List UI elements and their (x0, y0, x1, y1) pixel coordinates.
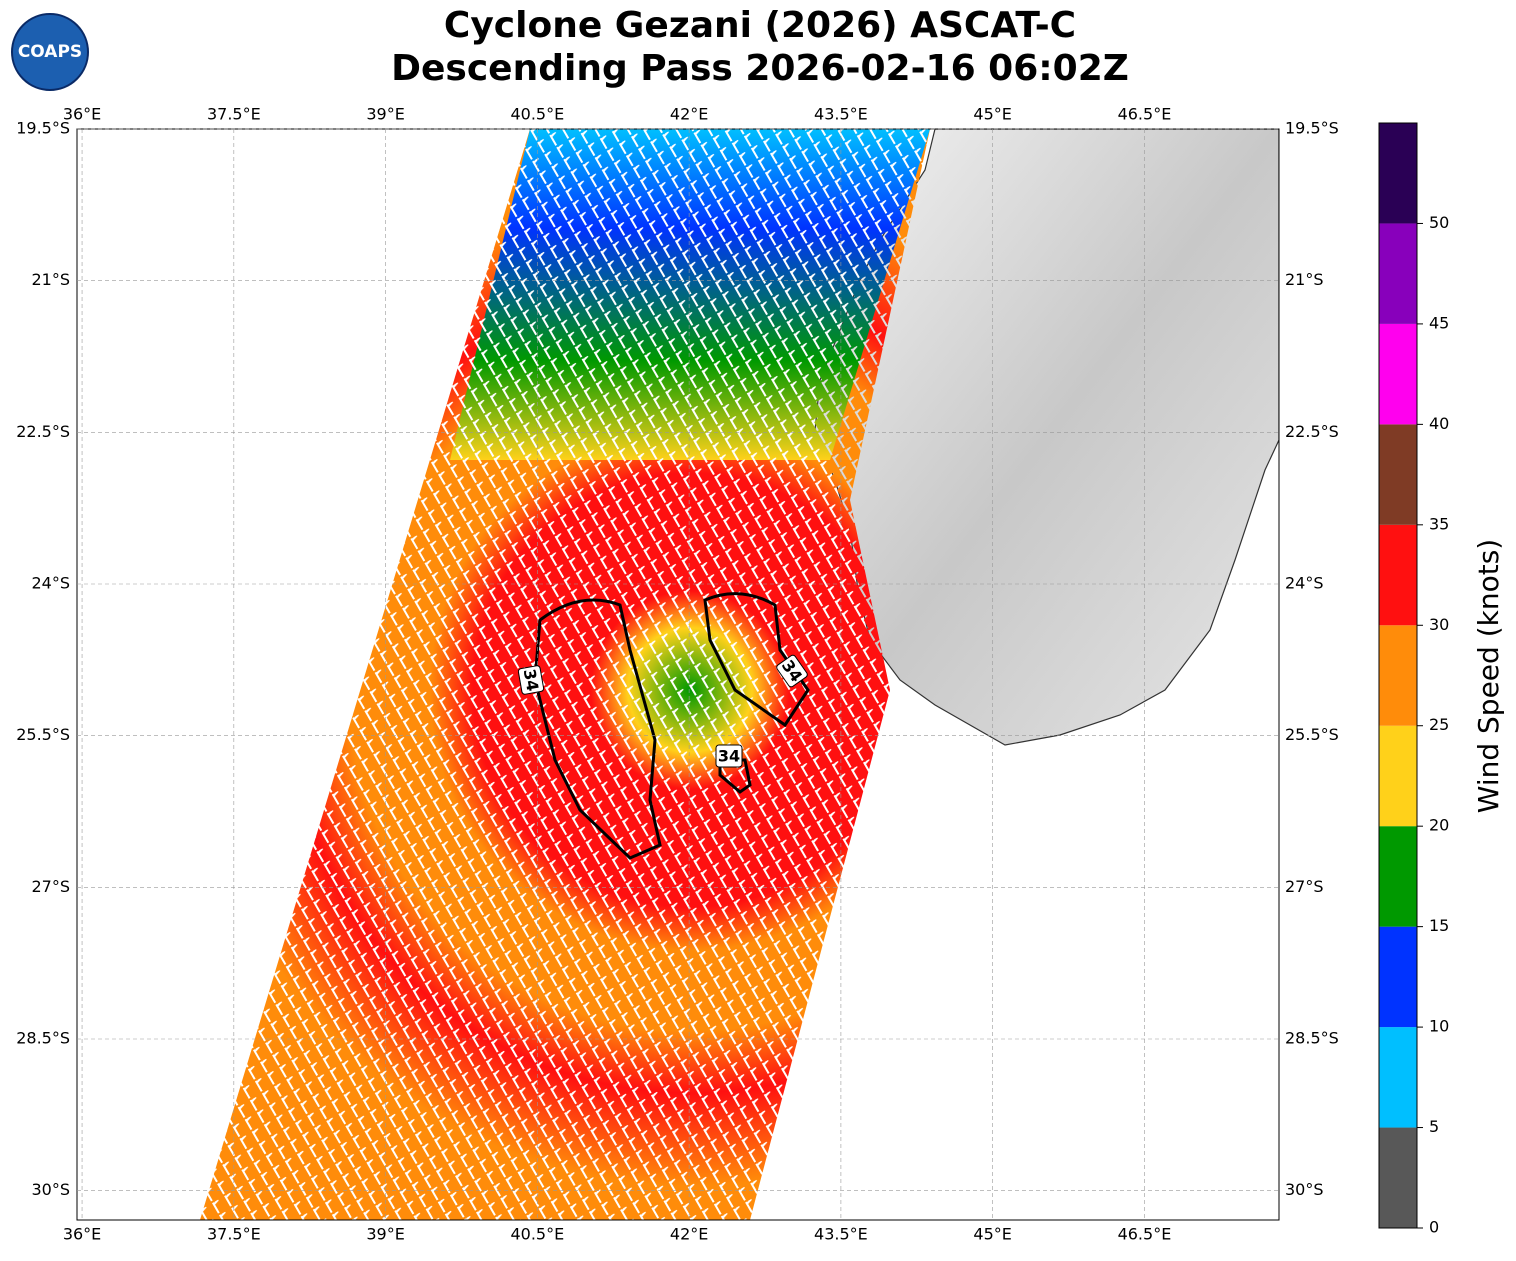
y-tick-label: 30°S (31, 1180, 70, 1199)
colorbar-tick-label: 35 (1429, 514, 1449, 533)
y-tick-label: 19.5°S (16, 119, 70, 138)
y-tick-label: 30°S (1285, 1180, 1324, 1199)
map-frame (76, 128, 1280, 1221)
colorbar-tick-label: 20 (1429, 816, 1449, 835)
y-tick-label: 28.5°S (1285, 1029, 1339, 1048)
contour-label-box (715, 744, 743, 768)
y-tick-label: 24°S (1285, 574, 1324, 593)
x-tick-label: 46.5°E (1118, 1225, 1172, 1244)
y-tick-label: 21°S (1285, 270, 1324, 289)
logo: COAPS (11, 13, 89, 91)
colorbar-tick-label: 10 (1429, 1017, 1449, 1036)
x-tick-label: 36°E (63, 105, 101, 124)
y-tick-label: 22.5°S (16, 422, 70, 441)
x-tick-label: 40.5°E (510, 105, 564, 124)
x-tick-label: 39°E (366, 105, 404, 124)
x-tick-label: 42°E (670, 105, 708, 124)
colorbar-bin (1379, 524, 1417, 626)
x-tick-label: 37.5°E (207, 1225, 261, 1244)
colorbar-label: Wind Speed (knots) (1472, 539, 1505, 813)
colorbar-bin (1379, 625, 1417, 726)
colorbar-tick-label: 50 (1429, 213, 1449, 232)
x-tick-label: 46.5°E (1118, 105, 1172, 124)
contour-label: 34 (520, 667, 543, 692)
y-tick-label: 27°S (1285, 877, 1324, 896)
x-tick-label: 39°E (366, 1225, 404, 1244)
logo-text: COAPS (18, 42, 82, 62)
x-tick-label: 42°E (670, 1225, 708, 1244)
y-tick-label: 21°S (31, 270, 70, 289)
colorbar-bin (1379, 926, 1417, 1028)
colorbar-tick-label: 5 (1429, 1117, 1439, 1136)
contour-label: 34 (718, 747, 740, 766)
colorbar-tick-label: 45 (1429, 313, 1449, 332)
colorbar-bin (1379, 424, 1417, 525)
x-tick-label: 45°E (973, 105, 1011, 124)
colorbar-bin (1379, 826, 1417, 927)
x-tick-label: 45°E (973, 1225, 1011, 1244)
colorbar-tick-label: 0 (1429, 1218, 1439, 1237)
y-tick-label: 19.5°S (1285, 119, 1339, 138)
x-tick-label: 43.5°E (814, 1225, 868, 1244)
x-tick-label: 40.5°E (510, 1225, 564, 1244)
contour-label-box (517, 665, 545, 695)
x-tick-label: 43.5°E (814, 105, 868, 124)
colorbar-tick-label: 40 (1429, 414, 1449, 433)
y-tick-label: 25.5°S (16, 725, 70, 744)
colorbar-tick-label: 15 (1429, 916, 1449, 935)
colorbar-bin (1379, 223, 1417, 324)
x-tick-label: 36°E (63, 1225, 101, 1244)
map (200, 129, 1279, 1220)
colorbar-tick-label: 25 (1429, 715, 1449, 734)
y-tick-label: 27°S (31, 877, 70, 896)
contour-label-box (776, 654, 808, 688)
x-tick-label: 37.5°E (207, 105, 261, 124)
y-tick-label: 24°S (31, 574, 70, 593)
y-tick-label: 25.5°S (1285, 725, 1339, 744)
colorbar-tick-label: 30 (1429, 615, 1449, 634)
subtitle: Descending Pass 2026-02-16 06:02Z (391, 48, 1129, 89)
y-tick-label: 22.5°S (1285, 422, 1339, 441)
colorbar-bin (1379, 323, 1417, 425)
colorbar-bin (1379, 725, 1417, 827)
colorbar-bin (1379, 1027, 1417, 1128)
colorbar-bin (1379, 123, 1417, 224)
y-tick-label: 28.5°S (16, 1029, 70, 1048)
wind-swath (200, 129, 930, 1220)
colorbar-frame (1378, 122, 1418, 1229)
title: Cyclone Gezani (2026) ASCAT-C (444, 5, 1076, 46)
colorbar-bin (1379, 1127, 1417, 1228)
